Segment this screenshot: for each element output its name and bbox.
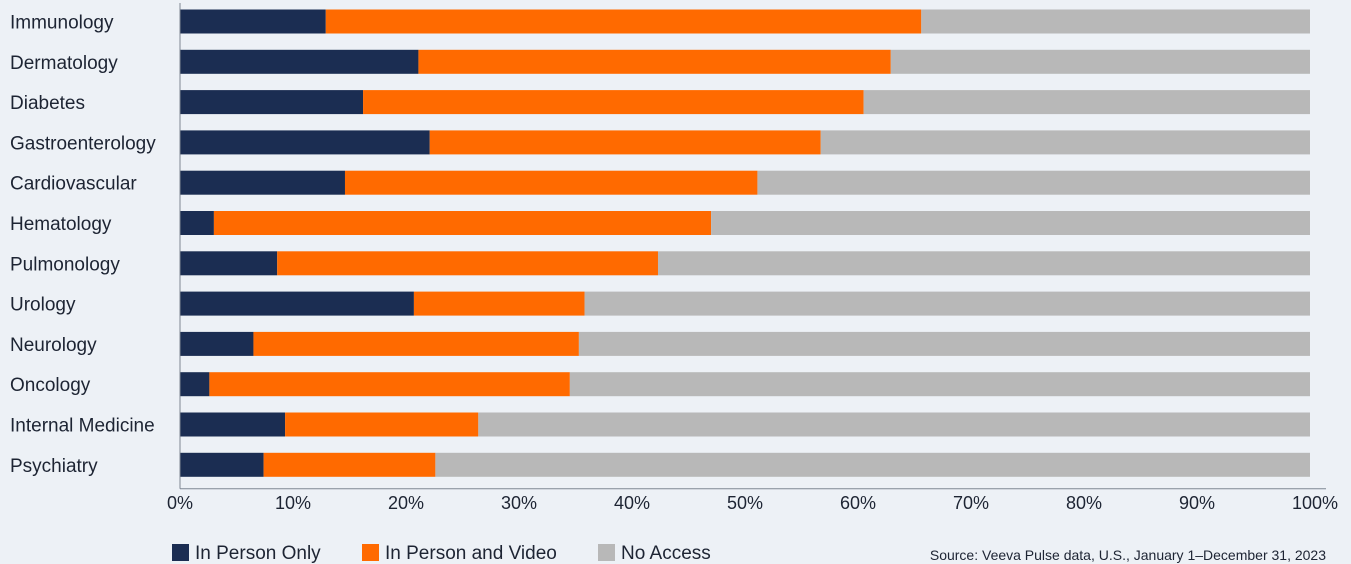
legend-swatch xyxy=(598,544,615,561)
category-label: Diabetes xyxy=(10,93,85,114)
bar-no-access xyxy=(578,331,1310,356)
category-label: Gastroenterology xyxy=(10,133,156,154)
category-label: Oncology xyxy=(10,375,91,396)
bar-in-person-only xyxy=(180,251,278,276)
bar-in-person-and-video xyxy=(344,170,758,195)
bar-in-person-only xyxy=(180,372,210,397)
bar-in-person-only xyxy=(180,452,264,477)
bar-in-person-and-video xyxy=(263,452,436,477)
category-label: Dermatology xyxy=(10,53,118,74)
legend-label: No Access xyxy=(621,543,711,564)
bar-no-access xyxy=(890,49,1310,74)
bar-in-person-only xyxy=(180,331,254,356)
bar-in-person-only xyxy=(180,170,345,195)
bar-in-person-only xyxy=(180,90,364,115)
bar-no-access xyxy=(478,412,1310,437)
category-label: Urology xyxy=(10,295,76,316)
x-tick-label: 100% xyxy=(1292,493,1338,513)
legend-swatch xyxy=(362,544,379,561)
bar-in-person-and-video xyxy=(429,130,821,155)
bar-in-person-and-video xyxy=(213,211,712,235)
x-tick-label: 60% xyxy=(840,493,876,513)
category-label: Immunology xyxy=(10,13,114,34)
category-label: Pulmonology xyxy=(10,254,120,275)
legend-label: In Person and Video xyxy=(385,543,557,564)
category-label: Cardiovascular xyxy=(10,174,137,195)
x-tick-label: 90% xyxy=(1179,493,1215,513)
bar-in-person-only xyxy=(180,9,326,34)
legend-label: In Person Only xyxy=(195,543,321,564)
category-label: Neurology xyxy=(10,335,97,356)
bar-in-person-and-video xyxy=(209,372,570,397)
category-label: Hematology xyxy=(10,214,112,235)
x-tick-label: 70% xyxy=(953,493,989,513)
bar-no-access xyxy=(711,211,1310,235)
x-tick-label: 40% xyxy=(614,493,650,513)
x-tick-label: 20% xyxy=(388,493,424,513)
bar-in-person-and-video xyxy=(285,412,479,437)
category-label: Psychiatry xyxy=(10,456,98,477)
bar-no-access xyxy=(657,251,1310,276)
bar-in-person-and-video xyxy=(413,291,585,316)
bar-in-person-only xyxy=(180,291,414,316)
x-tick-label: 30% xyxy=(501,493,537,513)
x-tick-label: 80% xyxy=(1066,493,1102,513)
bar-in-person-and-video xyxy=(325,9,922,34)
legend-swatch xyxy=(172,544,189,561)
bar-no-access xyxy=(921,9,1310,34)
bar-in-person-only xyxy=(180,412,286,437)
bar-in-person-and-video xyxy=(363,90,864,115)
source-note: Source: Veeva Pulse data, U.S., January … xyxy=(930,547,1326,563)
bar-no-access xyxy=(863,90,1310,115)
bar-no-access xyxy=(569,372,1310,397)
x-tick-label: 10% xyxy=(275,493,311,513)
bar-in-person-only xyxy=(180,49,419,74)
bar-in-person-only xyxy=(180,211,214,235)
bar-no-access xyxy=(584,291,1310,316)
bar-in-person-only xyxy=(180,130,430,155)
bar-no-access xyxy=(435,452,1310,477)
bar-in-person-and-video xyxy=(418,49,891,74)
category-label: Internal Medicine xyxy=(10,416,155,437)
x-tick-label: 50% xyxy=(727,493,763,513)
x-tick-label: 0% xyxy=(167,493,193,513)
bar-no-access xyxy=(820,130,1310,155)
bar-no-access xyxy=(757,170,1310,195)
bar-in-person-and-video xyxy=(253,331,579,356)
bar-in-person-and-video xyxy=(277,251,658,276)
